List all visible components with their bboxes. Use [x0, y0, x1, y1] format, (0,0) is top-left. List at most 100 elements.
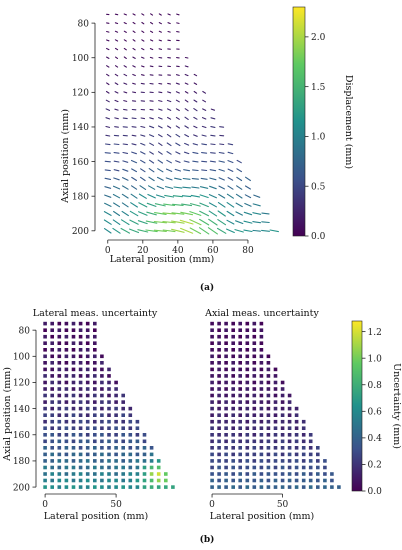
- quiver-arrow-243: [244, 176, 251, 182]
- quiver-arrow-298: [113, 210, 121, 217]
- axial-uncertainty-marker-83: [245, 380, 250, 385]
- axial-uncertainty-marker-9: [217, 328, 221, 332]
- lateral-uncertainty-marker-80: [57, 380, 62, 385]
- quiver-arrow-205: [192, 160, 199, 163]
- quiver-arrow-185: [149, 151, 154, 155]
- axial-uncertainty-marker-3: [231, 321, 235, 326]
- lateral-uncertainty-marker-81: [64, 380, 69, 385]
- axial-uncertainty-marker-119: [259, 400, 264, 404]
- quiver-arrow-211: [104, 169, 111, 172]
- lateral-uncertainty-marker-25: [50, 341, 54, 345]
- quiver-arrow-149: [210, 126, 216, 128]
- panel-b-axial-x-tick-label: 50: [277, 500, 289, 510]
- axial-uncertainty-marker-243: [231, 459, 235, 463]
- axial-uncertainty-marker-282: [266, 472, 271, 476]
- lateral-uncertainty-marker-92: [64, 387, 69, 391]
- axial-uncertainty-marker-135: [287, 406, 292, 411]
- quiver-arrow-352: [252, 229, 261, 232]
- lateral-uncertainty-marker-311: [50, 485, 54, 489]
- lateral-uncertainty-marker-250: [114, 459, 118, 463]
- axial-uncertainty-marker-224: [210, 452, 214, 457]
- quiver-arrow-280: [113, 202, 121, 208]
- lateral-uncertainty-marker-187: [107, 433, 111, 437]
- axial-uncertainty-marker-177: [301, 426, 306, 430]
- lateral-uncertainty-marker-53: [71, 361, 76, 365]
- axial-uncertainty-marker-321: [287, 485, 292, 489]
- lateral-uncertainty-marker-169: [78, 426, 83, 430]
- axial-uncertainty-marker-4: [238, 321, 242, 326]
- quiver-arrow-226: [236, 168, 243, 173]
- lateral-uncertainty-marker-63: [78, 367, 83, 372]
- lateral-uncertainty-marker-265: [100, 465, 104, 470]
- lateral-uncertainty-marker-166: [57, 426, 62, 430]
- lateral-uncertainty-marker-30: [85, 341, 90, 345]
- quiver-arrow-67: [123, 73, 128, 77]
- axial-uncertainty-marker-124: [210, 406, 214, 411]
- lateral-uncertainty-marker-82: [71, 380, 76, 385]
- axial-uncertainty-marker-196: [231, 439, 235, 444]
- axial-uncertainty-marker-34: [224, 348, 228, 352]
- axial-uncertainty-marker-26: [224, 341, 228, 345]
- axial-uncertainty-marker-71: [231, 374, 235, 378]
- panel-b-colorbar-ticks: 0.0 0.2 0.4 0.6 0.8 1.0 1.2: [362, 328, 382, 497]
- axial-uncertainty-marker-252: [294, 459, 299, 463]
- axial-uncertainty-marker-195: [224, 439, 228, 444]
- lateral-uncertainty-marker-34: [57, 348, 62, 352]
- quiver-arrow-324: [171, 220, 185, 224]
- lateral-uncertainty-marker-105: [78, 393, 83, 398]
- lateral-uncertainty-marker-132: [100, 406, 104, 411]
- quiver-arrow-245: [112, 185, 121, 190]
- axial-uncertainty-marker-242: [224, 459, 228, 463]
- quiver-arrow-93: [158, 91, 163, 94]
- lateral-uncertainty-marker-321: [121, 485, 125, 489]
- lateral-uncertainty-marker-36: [71, 348, 76, 352]
- quiver-arrow-276: [235, 193, 243, 199]
- lateral-uncertainty-marker-259: [57, 465, 62, 470]
- quiver-arrow-97: [193, 90, 198, 94]
- axial-uncertainty-marker-20: [238, 334, 242, 339]
- lateral-uncertainty-marker-216: [100, 446, 104, 450]
- quiver-arrow-18: [106, 30, 110, 33]
- quiver-arrow-30: [132, 39, 136, 42]
- axial-uncertainty-marker-288: [308, 472, 313, 476]
- axial-uncertainty-marker-165: [217, 426, 221, 430]
- quiver-arrow-137: [105, 125, 111, 128]
- quiver-arrow-188: [175, 151, 181, 155]
- lateral-uncertainty-marker-54: [78, 361, 83, 365]
- quiver-arrow-327: [199, 218, 210, 226]
- panel-a-colorbar-ticks: 0.0 0.5 1.0 1.5 2.0: [305, 33, 326, 242]
- axial-uncertainty-marker-65: [259, 367, 264, 372]
- axial-uncertainty-marker-148: [287, 413, 292, 417]
- axial-uncertainty-marker-194: [217, 439, 221, 444]
- lateral-uncertainty-marker-146: [107, 413, 111, 417]
- panel-a-colorbar-gradient: [292, 6, 306, 237]
- axial-uncertainty-marker-187: [273, 433, 278, 437]
- lateral-uncertainty-marker-144: [93, 413, 97, 417]
- quiver-arrow-315: [261, 212, 270, 215]
- lateral-uncertainty-marker-292: [43, 478, 47, 483]
- axial-uncertainty-marker-88: [280, 380, 285, 385]
- axial-uncertainty-marker-164: [210, 426, 214, 430]
- axial-uncertainty-marker-292: [210, 478, 214, 483]
- lateral-uncertainty-marker-147: [114, 413, 118, 417]
- axial-uncertainty-marker-262: [245, 465, 250, 470]
- axial-uncertainty-marker-317: [259, 485, 264, 489]
- axial-uncertainty-marker-235: [287, 452, 292, 457]
- lateral-uncertainty-marker-239: [149, 452, 154, 457]
- lateral-uncertainty-marker-324: [142, 485, 147, 489]
- lateral-uncertainty-marker-108: [100, 393, 104, 398]
- panel-a-colorbar-tick-label: 0.5: [311, 182, 326, 192]
- panel-b-colorbar-tick-label: 1.0: [368, 354, 383, 364]
- axial-uncertainty-marker-89: [210, 387, 214, 391]
- lateral-uncertainty-marker-143: [85, 413, 90, 417]
- quiver-arrow-118: [166, 108, 172, 111]
- axial-uncertainty-marker-188: [280, 433, 285, 437]
- axial-uncertainty-marker-302: [280, 478, 285, 483]
- lateral-uncertainty-marker-230: [85, 452, 90, 457]
- axial-uncertainty-marker-154: [238, 419, 242, 424]
- lateral-uncertainty-marker-229: [78, 452, 83, 457]
- lateral-uncertainty-marker-125: [50, 406, 54, 411]
- axial-uncertainty-marker-295: [231, 478, 235, 483]
- quiver-arrow-100: [114, 99, 119, 103]
- lateral-uncertainty-marker-299: [93, 478, 97, 483]
